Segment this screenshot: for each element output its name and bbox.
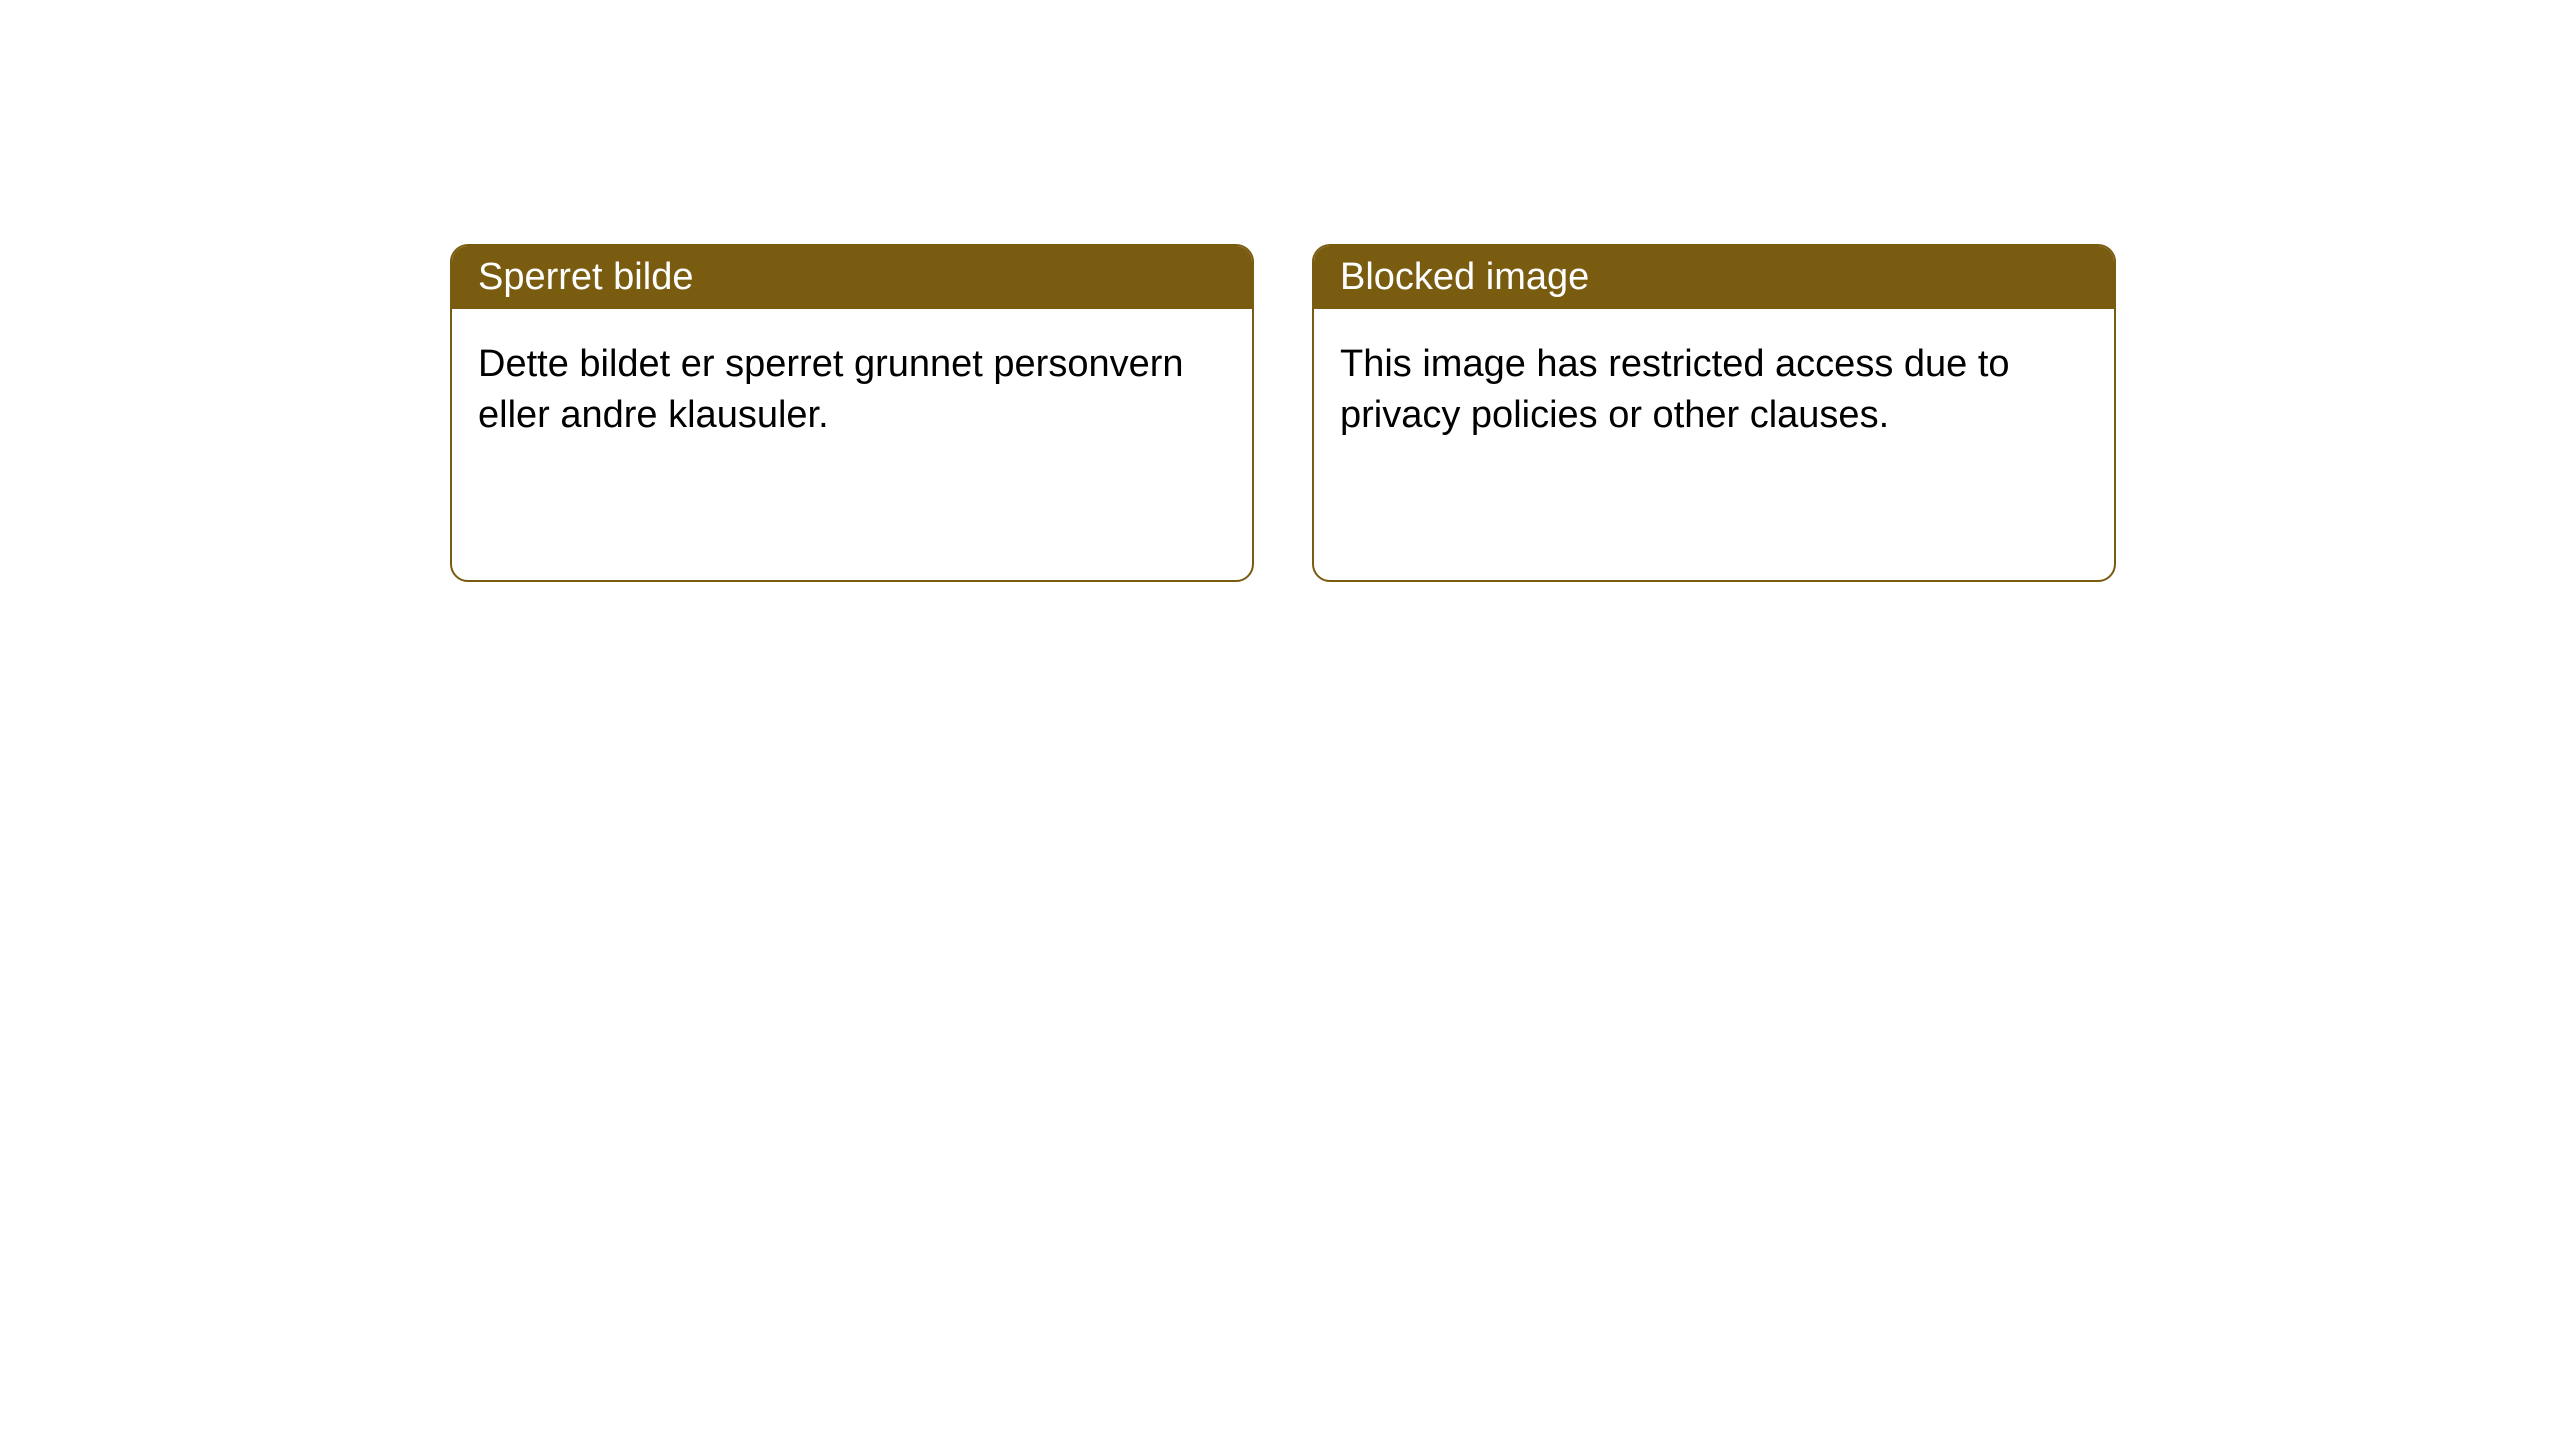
notice-header-text: Sperret bilde (478, 256, 693, 298)
notice-header: Blocked image (1314, 246, 2114, 309)
notice-card-english: Blocked image This image has restricted … (1312, 244, 2116, 582)
notice-header-text: Blocked image (1340, 256, 1589, 298)
notice-body: Dette bildet er sperret grunnet personve… (452, 309, 1252, 472)
notice-container: Sperret bilde Dette bildet er sperret gr… (0, 0, 2560, 582)
notice-body-text: Dette bildet er sperret grunnet personve… (478, 343, 1184, 436)
notice-body: This image has restricted access due to … (1314, 309, 2114, 472)
notice-header: Sperret bilde (452, 246, 1252, 309)
notice-card-norwegian: Sperret bilde Dette bildet er sperret gr… (450, 244, 1254, 582)
notice-body-text: This image has restricted access due to … (1340, 343, 2010, 436)
